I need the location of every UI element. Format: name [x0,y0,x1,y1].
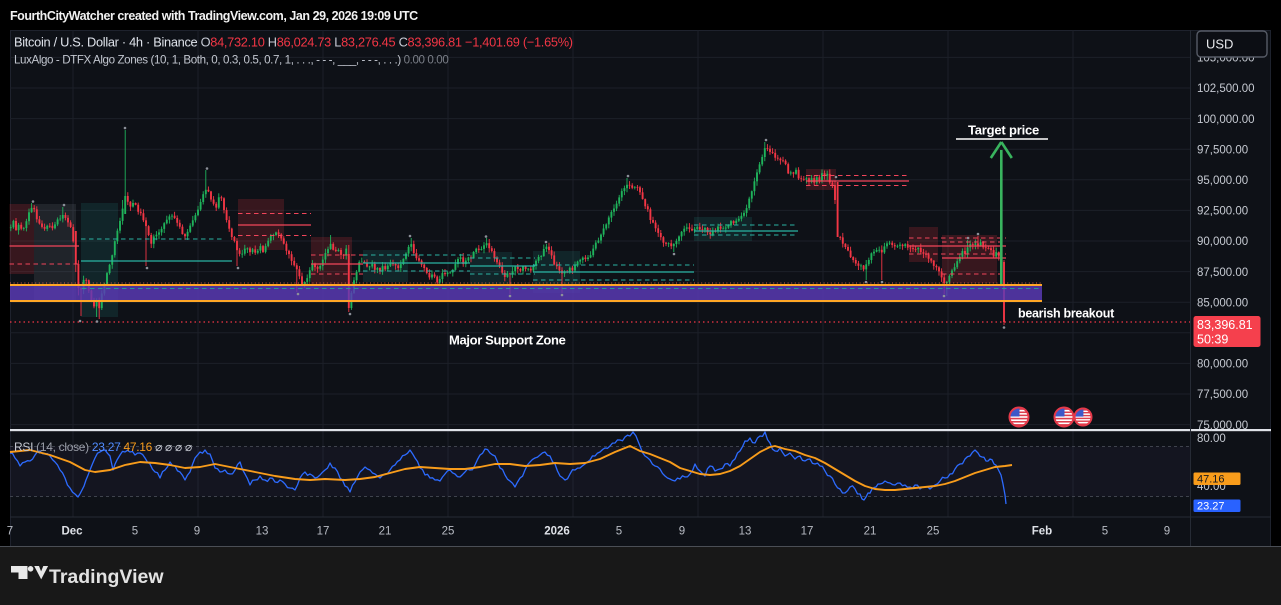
svg-text:80.00: 80.00 [1197,433,1226,445]
svg-text:97,500.00: 97,500.00 [1197,144,1248,156]
svg-text:50:39: 50:39 [1197,333,1228,347]
svg-text:9: 9 [679,526,685,538]
svg-text:RSI (14, close) 23.27 47.16: RSI (14, close) 23.27 47.16 ⌀ ⌀ ⌀ ⌀ [14,440,192,454]
svg-text:17: 17 [317,526,330,538]
svg-text:85,000.00: 85,000.00 [1197,297,1248,309]
svg-text:77,500.00: 77,500.00 [1197,389,1248,401]
svg-text:21: 21 [379,526,392,538]
svg-text:13: 13 [256,526,269,538]
svg-text:80,000.00: 80,000.00 [1197,359,1248,371]
svg-text:95,000.00: 95,000.00 [1197,175,1248,187]
svg-text:83,396.81: 83,396.81 [1197,318,1253,332]
svg-text:100,000.00: 100,000.00 [1197,114,1255,126]
svg-text:USD: USD [1206,37,1233,52]
svg-text:Bitcoin / U.S. Dollar · 4h · B: Bitcoin / U.S. Dollar · 4h · Binance O84… [14,35,573,50]
svg-text:2026: 2026 [544,526,570,538]
svg-text:Major Support Zone: Major Support Zone [449,333,566,348]
svg-text:FourthCityWatcher created with: FourthCityWatcher created with TradingVi… [10,9,418,23]
svg-text:7: 7 [7,526,13,538]
svg-text:5: 5 [1102,526,1108,538]
svg-text:5: 5 [616,526,622,538]
svg-text:102,500.00: 102,500.00 [1197,83,1255,95]
svg-text:90,000.00: 90,000.00 [1197,236,1248,248]
svg-text:Target price: Target price [968,123,1039,138]
svg-text:47.16: 47.16 [1197,474,1225,486]
svg-text:25: 25 [442,526,455,538]
svg-text:TradingView: TradingView [49,566,164,588]
svg-text:25: 25 [927,526,940,538]
svg-text:17: 17 [801,526,814,538]
svg-text:9: 9 [194,526,200,538]
svg-text:bearish breakout: bearish breakout [1018,307,1115,321]
svg-text:13: 13 [739,526,752,538]
svg-text:9: 9 [1164,526,1170,538]
svg-text:75,000.00: 75,000.00 [1197,420,1248,432]
svg-text:LuxAlgo - DTFX Algo Zones (10,: LuxAlgo - DTFX Algo Zones (10, 1, Both, … [14,54,448,67]
svg-text:92,500.00: 92,500.00 [1197,206,1248,218]
svg-text:5: 5 [132,526,138,538]
svg-text:23.27: 23.27 [1197,501,1225,513]
svg-text:Dec: Dec [61,526,83,538]
svg-text:Feb: Feb [1032,526,1052,538]
svg-text:87,500.00: 87,500.00 [1197,267,1248,279]
svg-text:21: 21 [864,526,877,538]
